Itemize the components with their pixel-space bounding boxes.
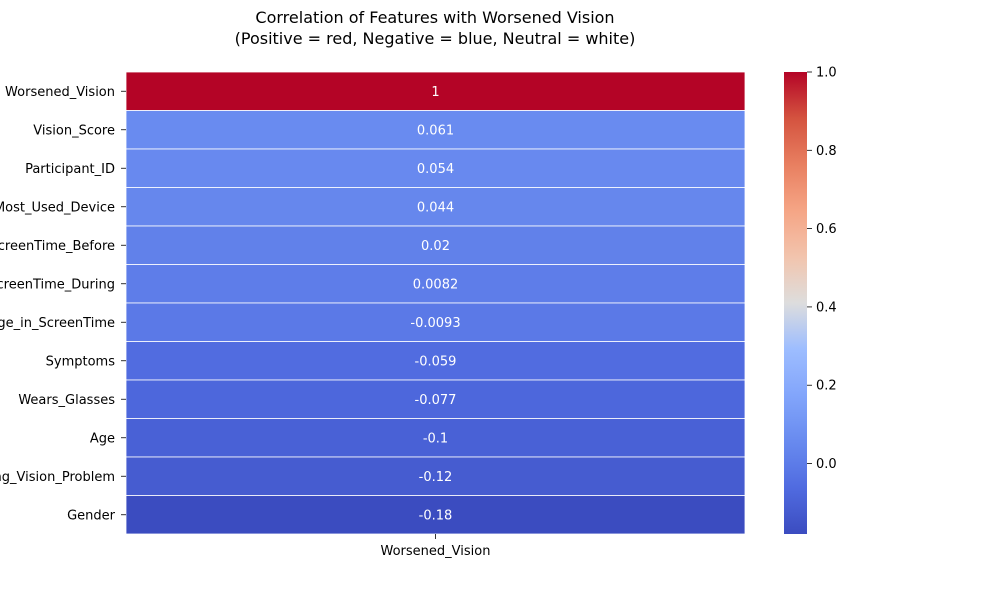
cell-annotation: 0.0082 [413,277,459,292]
cell-annotation: 0.044 [417,200,454,215]
cell-annotation: -0.059 [415,354,457,369]
colorbar-tick-label: 0.8 [816,144,837,159]
chart-title: Correlation of Features with Worsened Vi… [255,8,614,27]
heatmap-cell [125,148,746,188]
heatmap-cell [125,418,746,458]
colorbar-tick-label: 0.4 [816,300,837,315]
colorbar-tick-label: 0.2 [816,379,837,394]
heatmap-cell [125,187,746,227]
cell-annotation: -0.18 [419,508,453,523]
heatmap-cell [125,71,746,111]
y-tick-label: Gender [67,508,116,523]
cell-annotation: 1 [431,85,439,100]
y-tick-label: ScreenTime_During [0,277,115,292]
heatmap-cell [125,264,746,304]
colorbar-tick-label: 0.6 [816,222,837,237]
colorbar-gradient [784,72,807,534]
cell-annotation: 0.02 [421,239,450,254]
y-tick-label: Participant_ID [25,162,115,177]
colorbar: 0.0 0.2 0.4 0.6 0.8 1.0 [784,66,837,534]
heatmap-cell [125,456,746,496]
y-tick-label: Most_Used_Device [0,200,115,215]
cell-annotation: 0.054 [417,162,454,177]
cell-annotation: -0.12 [419,470,453,485]
cell-annotation: -0.077 [415,393,457,408]
x-tick-label: Worsened_Vision [381,544,491,559]
y-tick-label: Change_in_ScreenTime [0,316,115,331]
cell-annotation: 0.061 [417,123,454,138]
cell-annotation: -0.1 [423,431,448,446]
y-tick-label: Worsened_Vision [5,85,115,100]
heatmap-cell [125,110,746,150]
heatmap-cell [125,495,746,535]
colorbar-tick-label: 1.0 [816,66,837,81]
colorbar-tick-label: 0.0 [816,457,837,472]
x-tick-labels: Worsened_Vision [381,534,491,559]
y-tick-label: Age [90,431,115,446]
y-tick-labels: Worsened_Vision Vision_Score Participant_I… [0,85,126,523]
cell-annotation: -0.0093 [410,316,460,331]
heatmap-cells: 1 0.061 0.054 0.044 0.02 0.0082 -0.0093 -0.059 -… [125,71,746,535]
y-tick-label: Wears_Glasses [18,393,115,408]
y-tick-label: Symptoms [46,354,116,369]
chart-subtitle: (Positive = red, Negative = blue, Neutra… [235,29,636,48]
heatmap-cell [125,225,746,265]
y-tick-label: Existing_Vision_Problem [0,470,115,485]
y-tick-label: Vision_Score [33,123,115,138]
y-tick-label: ScreenTime_Before [0,239,115,254]
